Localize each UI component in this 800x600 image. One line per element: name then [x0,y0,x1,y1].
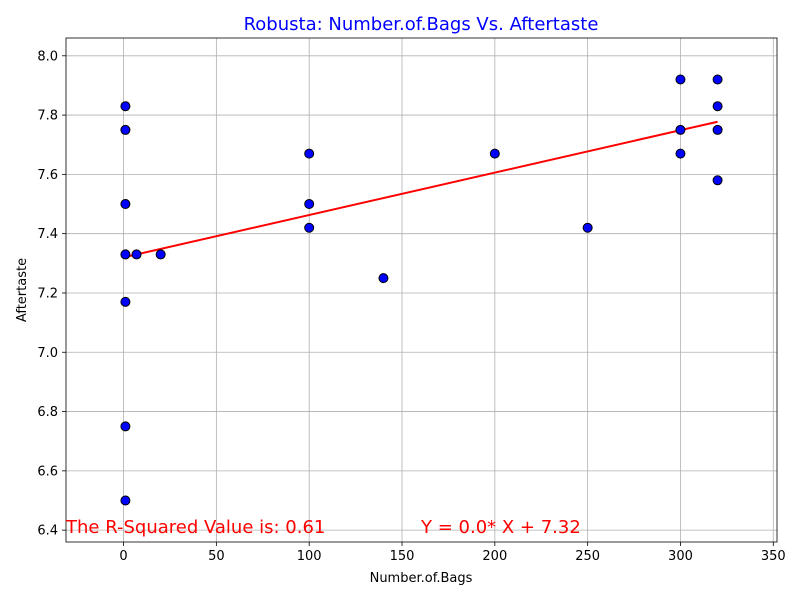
x-tick-label: 0 [119,549,127,564]
data-point [304,222,315,233]
y-tick-label: 7.6 [37,168,58,183]
r-squared-annotation: The R-Squared Value is: 0.61 [65,517,325,538]
y-tick-label: 8.0 [37,49,58,64]
y-tick-label: 6.4 [37,524,58,539]
data-point [304,199,315,210]
data-point [120,124,131,135]
data-point [712,124,723,135]
data-point [675,124,686,135]
data-point [712,175,723,186]
data-point [378,273,389,284]
plot-frame [65,37,778,543]
data-point [120,249,131,260]
x-tick-label: 250 [575,549,600,564]
y-tick-label: 6.6 [37,464,58,479]
y-tick-label: 7.8 [37,109,58,124]
data-point [304,148,315,159]
y-tick-label: 6.8 [37,405,58,420]
regression-line-group [125,120,718,258]
x-tick-label: 100 [297,549,322,564]
regression-line [125,120,718,258]
data-point [131,249,142,260]
data-points [120,74,723,506]
grid-lines [66,38,777,542]
y-axis-label: Aftertaste [15,258,30,322]
x-tick-label: 150 [390,549,415,564]
data-point [120,296,131,307]
x-tick-label: 200 [482,549,507,564]
data-point [712,101,723,112]
data-point [582,222,593,233]
x-axis-ticks: 0 50 100 150 200 250 300 350 [119,542,786,564]
x-tick-label: 300 [668,549,693,564]
data-point [489,148,500,159]
x-axis-label: Number.of.Bags [370,571,473,586]
data-point [675,74,686,85]
data-point [120,199,131,210]
data-point [120,495,131,506]
data-point [155,249,166,260]
data-point [120,421,131,432]
y-tick-label: 7.2 [37,286,58,301]
data-point [120,101,131,112]
data-point [712,74,723,85]
y-axis-ticks: 6.4 6.6 6.8 7.0 7.2 7.4 7.6 7.8 8.0 [37,49,66,539]
y-tick-label: 7.0 [37,346,58,361]
x-tick-label: 350 [761,549,786,564]
equation-annotation: Y = 0.0* X + 7.32 [420,517,581,538]
x-tick-label: 50 [208,549,225,564]
chart-title: Robusta: Number.of.Bags Vs. Aftertaste [244,14,599,35]
y-tick-label: 7.4 [37,227,58,242]
data-point [675,148,686,159]
